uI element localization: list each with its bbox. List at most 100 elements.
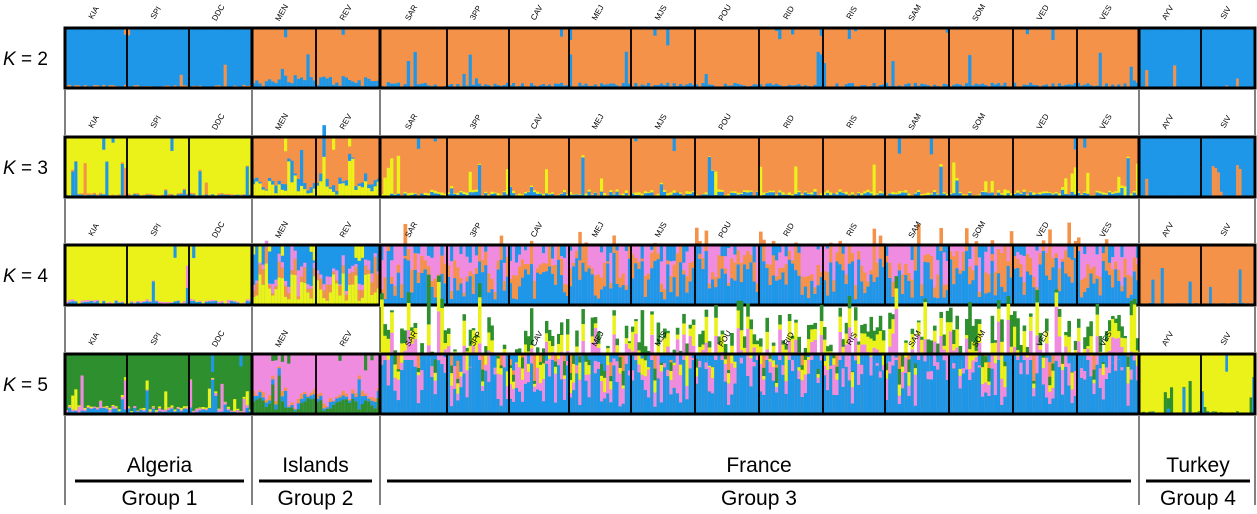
- admixture-bar: [695, 28, 699, 88]
- admixture-segment: [1151, 411, 1155, 412]
- admixture-segment: [1073, 363, 1078, 396]
- admixture-segment: [752, 259, 757, 282]
- admixture-segment: [1057, 291, 1062, 305]
- admixture-segment: [857, 384, 861, 414]
- admixture-segment: [643, 193, 648, 197]
- admixture-segment: [348, 153, 352, 161]
- admixture-segment: [701, 269, 705, 305]
- admixture-segment: [894, 354, 899, 358]
- admixture-segment: [609, 381, 613, 390]
- admixture-segment: [663, 354, 667, 364]
- admixture-segment: [370, 294, 374, 305]
- admixture-segment: [569, 286, 573, 305]
- admixture-segment: [1054, 253, 1059, 258]
- admixture-segment: [351, 158, 355, 197]
- admixture-segment: [826, 390, 830, 414]
- admixture-bar: [885, 28, 889, 88]
- admixture-segment: [1041, 355, 1046, 358]
- admixture-bar: [502, 245, 507, 305]
- admixture-segment: [443, 354, 448, 358]
- admixture-segment: [386, 82, 391, 88]
- admixture-segment: [590, 354, 595, 362]
- admixture-segment: [396, 264, 401, 273]
- admixture-bar: [136, 354, 140, 414]
- admixture-segment: [1104, 83, 1109, 88]
- admixture-segment: [481, 272, 485, 305]
- admixture-bar: [515, 245, 519, 305]
- admixture-segment: [170, 407, 174, 409]
- admixture-bar: [904, 28, 908, 88]
- admixture-segment: [111, 194, 115, 196]
- admixture-segment: [727, 194, 731, 197]
- admixture-segment: [881, 243, 886, 268]
- admixture-segment: [284, 387, 288, 391]
- admixture-bar: [1123, 137, 1127, 197]
- admixture-segment: [590, 336, 595, 343]
- admixture-segment: [659, 364, 664, 372]
- admixture-segment: [904, 357, 908, 373]
- admixture-segment: [296, 296, 301, 300]
- admixture-bar: [86, 245, 91, 305]
- admixture-bar: [462, 245, 466, 305]
- admixture-segment: [201, 409, 206, 410]
- admixture-bar: [672, 28, 677, 88]
- admixture-segment: [894, 276, 899, 289]
- admixture-segment: [968, 245, 972, 259]
- admixture-segment: [1077, 327, 1081, 342]
- admixture-segment: [287, 82, 291, 88]
- admixture-segment: [182, 301, 187, 304]
- admixture-segment: [1067, 320, 1071, 337]
- admixture-bar: [1185, 245, 1189, 305]
- admixture-segment: [860, 193, 864, 196]
- admixture-bar: [167, 354, 171, 414]
- admixture-segment: [736, 300, 741, 311]
- admixture-bar: [335, 137, 339, 197]
- admixture-segment: [606, 393, 610, 414]
- admixture-bar: [653, 137, 657, 197]
- admixture-segment: [634, 360, 638, 414]
- admixture-segment: [252, 290, 256, 297]
- population-label: POU: [717, 220, 734, 240]
- admixture-segment: [563, 361, 567, 376]
- admixture-segment: [675, 334, 680, 340]
- admixture-bar: [1157, 28, 1162, 88]
- admixture-segment: [1077, 341, 1081, 360]
- admixture-bar: [164, 354, 168, 414]
- admixture-segment: [1129, 276, 1134, 295]
- admixture-segment: [518, 245, 522, 255]
- admixture-segment: [634, 257, 638, 264]
- admixture-segment: [484, 370, 488, 414]
- admixture-segment: [717, 344, 721, 359]
- admixture-segment: [819, 193, 824, 196]
- admixture-segment: [490, 360, 494, 414]
- admixture-segment: [1123, 83, 1127, 88]
- admixture-segment: [185, 409, 190, 414]
- admixture-segment: [1070, 372, 1075, 390]
- admixture-bar: [296, 354, 301, 414]
- admixture-segment: [1182, 386, 1186, 388]
- admixture-segment: [548, 340, 552, 359]
- admixture-segment: [672, 245, 677, 261]
- admixture-segment: [92, 192, 97, 195]
- admixture-bar: [581, 28, 585, 88]
- admixture-segment: [819, 321, 824, 336]
- admixture-segment: [1073, 395, 1078, 414]
- admixture-segment: [1019, 245, 1023, 255]
- admixture-segment: [1123, 186, 1127, 196]
- admixture-bar: [450, 28, 454, 88]
- admixture-segment: [403, 191, 408, 194]
- admixture-segment: [603, 286, 607, 305]
- admixture-segment: [127, 406, 131, 408]
- admixture-segment: [252, 184, 256, 197]
- admixture-segment: [672, 277, 677, 305]
- admixture-segment: [290, 407, 294, 414]
- admixture-bar: [939, 28, 943, 88]
- population-label: SAR: [403, 112, 419, 131]
- admixture-bar: [386, 137, 391, 197]
- admixture-segment: [316, 398, 320, 403]
- admixture-segment: [357, 375, 362, 380]
- admixture-bar: [1214, 245, 1218, 305]
- admixture-segment: [891, 281, 895, 297]
- admixture-segment: [572, 382, 576, 391]
- admixture-segment: [1117, 315, 1121, 332]
